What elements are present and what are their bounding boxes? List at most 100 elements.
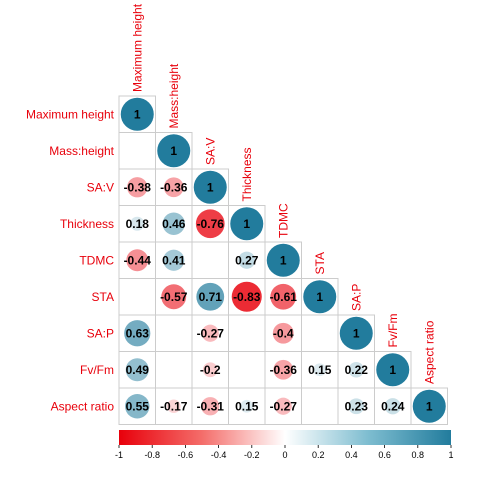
- colorbar-tick-label-3: -0.4: [211, 450, 227, 460]
- corr-value-8-7: 0.24: [381, 399, 405, 413]
- column-label-6: SA:P: [349, 284, 363, 311]
- corr-value-4-1: 0.41: [162, 253, 186, 267]
- corr-value-3-1: 0.46: [162, 217, 186, 231]
- grid-cell-7-3: [228, 351, 266, 389]
- corr-value-3-0: 0.18: [126, 217, 150, 231]
- corr-circle-6-6: [339, 316, 373, 350]
- corr-value-5-4: -0.61: [270, 290, 298, 304]
- row-label-2: SA:V: [87, 180, 114, 194]
- corr-circle-1-1: [157, 134, 191, 168]
- corr-value-5-1: -0.57: [160, 290, 188, 304]
- grid-layer: [118, 95, 448, 425]
- corr-circle-8-2: [201, 397, 220, 416]
- row-label-5: STA: [92, 290, 114, 304]
- column-labels: Maximum height Mass:height SA:V Thickness TD…: [130, 3, 436, 384]
- corr-value-4-0: -0.44: [124, 253, 152, 267]
- colorbar: -1 -0.8 -0.6 -0.4 -0.2 0 0.2 0.4 0.6 0.8 1: [115, 430, 454, 460]
- corr-circle-8-8: [412, 389, 446, 423]
- grid-cell-5-0: [118, 278, 156, 316]
- corr-circle-6-0: [124, 320, 151, 347]
- corr-value-3-3: 1: [243, 217, 250, 231]
- corr-value-0-0: 1: [134, 107, 141, 121]
- corr-circle-5-4: [270, 283, 297, 310]
- colorbar-tick-label-5: 0: [282, 450, 287, 460]
- corr-value-7-5: 0.15: [308, 363, 332, 377]
- colorbar-tick-label-4: -0.2: [244, 450, 260, 460]
- corr-value-8-3: 0.15: [235, 399, 259, 413]
- corr-circle-5-3: [231, 281, 262, 312]
- corr-circle-7-5: [313, 363, 327, 377]
- corr-value-6-4: -0.4: [273, 326, 294, 340]
- corr-value-6-6: 1: [353, 326, 360, 340]
- corr-circle-3-1: [162, 212, 185, 235]
- corr-value-8-2: -0.31: [197, 399, 225, 413]
- corr-circle-5-1: [161, 284, 187, 310]
- corr-circle-6-2: [201, 324, 219, 342]
- grid-cell-1-0: [118, 132, 156, 170]
- corr-circle-4-4: [266, 243, 300, 277]
- corr-circle-7-6: [348, 362, 364, 378]
- corr-value-2-1: -0.36: [160, 180, 188, 194]
- corr-circle-8-3: [240, 399, 254, 413]
- colorbar-tick-label-2: -0.6: [178, 450, 194, 460]
- corr-circle-3-3: [230, 207, 264, 241]
- corr-value-8-4: -0.27: [270, 399, 298, 413]
- corr-circle-2-2: [193, 170, 227, 204]
- corr-circle-3-0: [130, 216, 145, 231]
- corr-circle-4-3: [238, 251, 256, 269]
- corr-value-7-0: 0.49: [126, 363, 150, 377]
- row-label-8: Aspect ratio: [51, 399, 115, 413]
- column-label-8: Aspect ratio: [422, 320, 436, 384]
- corr-value-8-6: 0.23: [345, 399, 369, 413]
- corr-value-8-8: 1: [426, 399, 433, 413]
- column-label-0: Maximum height: [130, 3, 144, 92]
- colorbar-tick-label-8: 0.6: [378, 450, 391, 460]
- corr-value-2-2: 1: [207, 180, 214, 194]
- corr-value-5-3: -0.83: [233, 290, 261, 304]
- column-label-4: TDMC: [276, 203, 290, 238]
- corr-circle-7-7: [376, 353, 410, 387]
- corr-value-7-6: 0.22: [345, 363, 369, 377]
- corr-value-8-0: 0.55: [126, 399, 150, 413]
- corr-circle-7-4: [273, 359, 294, 380]
- grid-cell-4-2: [191, 241, 229, 279]
- circle-layer: [120, 97, 446, 423]
- corr-circle-5-5: [303, 280, 337, 314]
- corr-value-4-4: 1: [280, 253, 287, 267]
- corr-circle-3-2: [195, 209, 225, 239]
- corr-value-7-2: -0.2: [200, 363, 221, 377]
- column-label-7: Fv/Fm: [386, 314, 400, 348]
- corr-circle-6-4: [272, 322, 294, 344]
- column-label-2: SA:V: [203, 138, 217, 165]
- column-label-5: STA: [313, 252, 327, 274]
- corr-circle-5-2: [196, 282, 225, 311]
- grid-cell-6-3: [228, 314, 266, 352]
- row-label-6: SA:P: [87, 326, 114, 340]
- corr-circle-2-1: [163, 177, 184, 198]
- corr-value-6-2: -0.27: [197, 326, 225, 340]
- grid-cell-7-1: [155, 351, 193, 389]
- corr-value-4-3: 0.27: [235, 253, 259, 267]
- corr-value-8-1: -0.17: [160, 399, 188, 413]
- corr-circle-8-0: [125, 394, 150, 419]
- corr-value-3-2: -0.76: [197, 217, 225, 231]
- corr-circle-8-7: [384, 398, 401, 415]
- corr-value-7-7: 1: [389, 363, 396, 377]
- colorbar-tick-label-7: 0.4: [345, 450, 358, 460]
- grid-cell-6-5: [301, 314, 339, 352]
- corr-circle-8-6: [348, 398, 365, 415]
- corr-value-5-2: 0.71: [199, 290, 223, 304]
- row-label-4: TDMC: [79, 253, 114, 267]
- corr-circle-7-2: [202, 362, 218, 378]
- column-label-3: Thickness: [240, 147, 254, 201]
- colorbar-tick-label-0: -1: [115, 450, 123, 460]
- corr-circle-4-1: [163, 249, 185, 271]
- colorbar-tick-label-1: -0.8: [144, 450, 160, 460]
- grid-cell-8-5: [301, 387, 339, 425]
- colorbar-gradient: [119, 430, 451, 445]
- corr-circle-8-1: [166, 399, 181, 414]
- corr-circle-4-0: [126, 249, 149, 272]
- row-label-0: Maximum height: [26, 107, 115, 121]
- corr-circle-7-0: [125, 358, 149, 382]
